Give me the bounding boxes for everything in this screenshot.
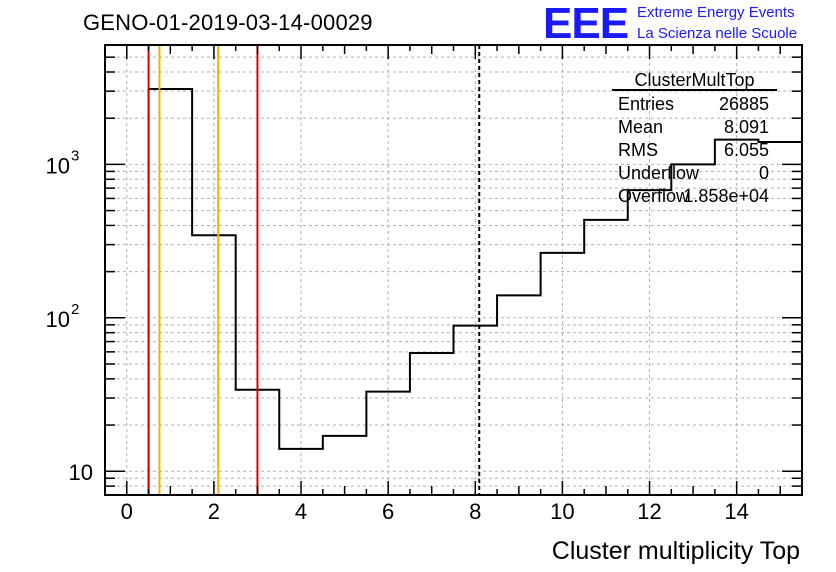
stats-title: ClusterMultTop — [634, 70, 754, 90]
y-tick-exponent: 3 — [71, 147, 79, 164]
grid-layer — [105, 44, 802, 496]
stats-value: 26885 — [719, 94, 769, 114]
x-axis-label: Cluster multiplicity Top — [552, 537, 800, 565]
x-tick-label: 12 — [637, 499, 661, 524]
stats-value: 6.055 — [724, 140, 769, 160]
x-tick-label: 0 — [121, 499, 133, 524]
stats-label: RMS — [618, 140, 658, 160]
stats-value: 1.858e+04 — [683, 186, 769, 206]
stats-label: Underflow — [618, 163, 700, 183]
stats-label: Mean — [618, 117, 663, 137]
histogram-layer — [147, 88, 802, 495]
x-tick-label: 6 — [382, 499, 394, 524]
logo-subtitle-line2: La Scienza nelle Scuole — [637, 25, 798, 42]
y-tick-label: 10 — [46, 307, 70, 332]
histogram-outline — [147, 88, 802, 495]
stats-value: 0 — [759, 163, 769, 183]
stats-value: 8.091 — [724, 117, 769, 137]
eee-logo: EEE — [543, 0, 629, 48]
marker-lines-layer — [147, 45, 481, 495]
y-tick-exponent: 2 — [71, 301, 79, 318]
y-tick-label: 10 — [69, 460, 93, 485]
x-tick-label: 2 — [208, 499, 220, 524]
x-tick-label: 10 — [550, 499, 574, 524]
stats-label: Entries — [618, 94, 674, 114]
x-tick-label: 4 — [295, 499, 307, 524]
logo-subtitle-line1: Extreme Energy Events — [637, 4, 795, 21]
y-tick-label: 10 — [46, 153, 70, 178]
x-tick-label: 8 — [469, 499, 481, 524]
stats-box: ClusterMultTop Entries 26885 Mean 8.091 RMS 6.… — [612, 70, 777, 206]
stats-label: Overflow — [618, 186, 690, 206]
x-tick-label: 14 — [724, 499, 748, 524]
plot-frame — [104, 44, 803, 496]
run-title: GENO-01-2019-03-14-00029 — [83, 10, 373, 35]
